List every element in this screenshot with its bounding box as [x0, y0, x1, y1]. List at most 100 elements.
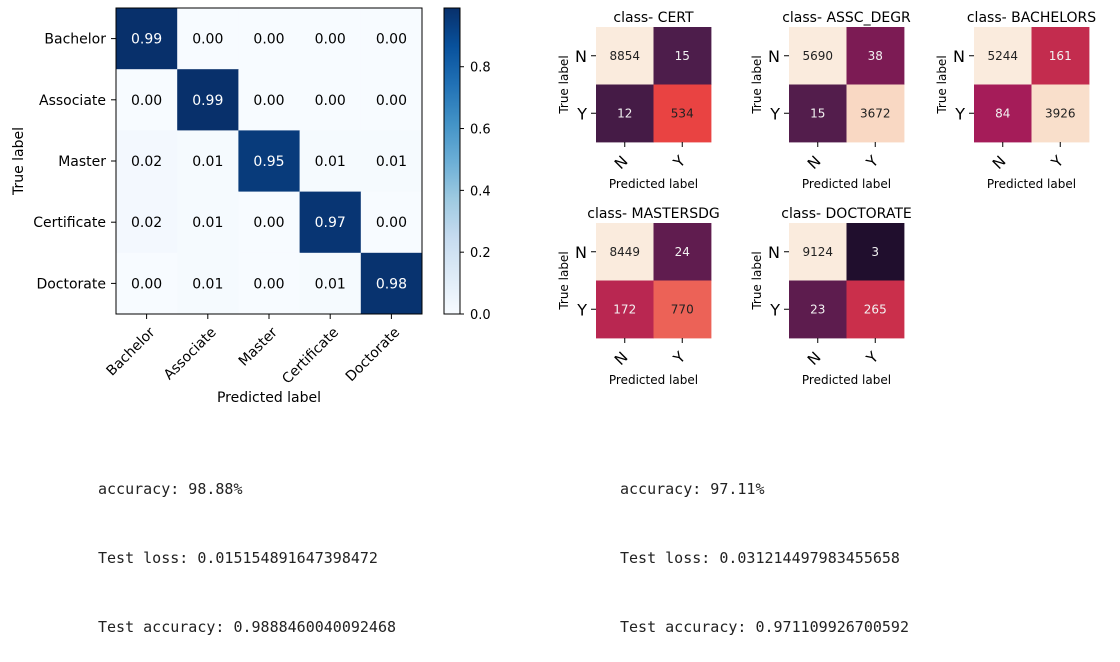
class-title: class- ASSC_DEGR [782, 10, 911, 26]
x-tick-label: N [804, 152, 825, 173]
y-axis-label: True label [557, 251, 571, 310]
y-tick-label: N [575, 243, 587, 262]
test-loss-text: Test loss: 0.031214497983455658 [620, 549, 900, 567]
colorbar-tick-label: 0.2 [470, 246, 491, 261]
cell-value: 5690 [802, 49, 833, 63]
x-tick-label: Y [669, 348, 690, 369]
matrix-cell [846, 280, 905, 339]
cell-value: 9124 [802, 245, 833, 259]
accuracy-text: accuracy: 97.11% [620, 480, 765, 498]
colorbar-tick-label: 0.6 [470, 123, 491, 138]
cell-value: 0.00 [376, 32, 407, 48]
matrix-cell [846, 84, 905, 143]
class-title: class- CERT [613, 10, 694, 26]
cell-value: 8449 [609, 245, 640, 259]
cell-value: 0.00 [376, 93, 407, 109]
cell-value: 8854 [609, 49, 640, 63]
matrix-cell [238, 69, 301, 131]
overall-confusion-matrix: 0.99 0.00 0.00 0.00 0.000.00 0.99 0.00 0.00 0.00… [11, 7, 1096, 406]
y-tick-label: Y [954, 104, 965, 123]
cell-value: 3672 [860, 106, 891, 120]
matrix-cell [789, 280, 847, 339]
cell-value: 0.01 [192, 154, 223, 170]
colorbar [443, 7, 461, 315]
x-axis-label: Predicted label [802, 177, 891, 191]
x-tick-label: Doctorate [343, 325, 403, 385]
x-tick-label: Y [1047, 152, 1068, 173]
cell-value: 0.00 [253, 32, 284, 48]
y-axis-label: True label [935, 55, 949, 114]
test-loss-text: Test loss: 0.015154891647398472 [98, 549, 378, 567]
class-title: class- MASTERSDG [587, 206, 719, 222]
x-tick-label: Certificate [279, 325, 342, 388]
accuracy-text: accuracy: 98.88% [98, 480, 243, 498]
cell-value: 12 [617, 106, 632, 120]
matrix-cell [653, 84, 712, 143]
x-axis-label: Predicted label [609, 177, 698, 191]
x-tick-label: Associate [161, 325, 220, 384]
class-title: class- DOCTORATE [781, 206, 911, 222]
cell-value: 0.99 [192, 93, 223, 109]
y-tick-label: N [953, 47, 965, 66]
cell-value: 15 [675, 49, 690, 63]
y-tick-label: N [768, 47, 780, 66]
cell-value: 0.95 [253, 154, 284, 170]
cell-value: 23 [810, 302, 825, 316]
x-tick-label: Master [236, 324, 281, 369]
y-tick-label: Master [58, 154, 106, 170]
matrix-cell [974, 84, 1032, 143]
x-axis-label: Predicted label [609, 373, 698, 387]
matrix-cell [299, 8, 362, 70]
cell-value: 0.01 [192, 215, 223, 231]
x-axis-label: Predicted label [987, 177, 1076, 191]
cell-value: 0.00 [253, 276, 284, 292]
matrix-cell [789, 27, 847, 85]
y-tick-label: Certificate [33, 215, 106, 231]
matrix-cell [360, 8, 423, 70]
results-right: accuracy: 97.11% Test loss: 0.0312144979… [620, 432, 909, 662]
x-tick-label: N [611, 348, 632, 369]
class-title: class- BACHELORS [967, 10, 1096, 26]
y-axis-label: True label [11, 127, 27, 196]
test-accuracy-text: Test accuracy: 0.9888460040092468 [98, 618, 397, 636]
matrix-cell [846, 223, 905, 281]
y-tick-label: Doctorate [36, 276, 106, 292]
matrix-cell [789, 84, 847, 143]
cell-value: 3 [871, 245, 879, 259]
matrix-cell [177, 8, 239, 70]
x-tick-label: N [611, 152, 632, 173]
matrix-cell [360, 191, 423, 254]
x-tick-label: N [989, 152, 1010, 173]
cell-value: 0.01 [315, 154, 346, 170]
matrix-cell [116, 69, 178, 131]
matrix-cell [238, 191, 301, 254]
colorbar-tick-label: 0.0 [470, 308, 491, 323]
matrix-cell [360, 252, 423, 315]
matrix-cell [238, 8, 301, 70]
cell-value: 3926 [1045, 106, 1076, 120]
y-tick-label: Y [769, 300, 780, 319]
matrix-cell [653, 280, 712, 339]
matrix-cell [846, 27, 905, 85]
matrix-cell [789, 223, 847, 281]
matrix-cell [177, 130, 239, 193]
matrix-cell [1031, 84, 1090, 143]
cell-value: 0.97 [315, 215, 346, 231]
y-tick-label: Y [769, 104, 780, 123]
cell-value: 84 [995, 106, 1010, 120]
matrix-cell [238, 252, 301, 315]
cell-value: 0.00 [315, 32, 346, 48]
matrix-cell [1031, 27, 1090, 85]
colorbar-tick-label: 0.4 [470, 184, 491, 199]
cell-value: 172 [613, 302, 636, 316]
y-tick-label: Bachelor [44, 32, 106, 48]
x-tick-label: Y [669, 152, 690, 173]
y-tick-label: Y [576, 104, 587, 123]
cell-value: 0.99 [131, 32, 162, 48]
matrix-cell [974, 27, 1032, 85]
cell-value: 24 [675, 245, 690, 259]
cell-value: 0.00 [131, 276, 162, 292]
matrix-cell [596, 27, 654, 85]
matrix-cell [116, 130, 178, 193]
cell-value: 265 [864, 302, 887, 316]
